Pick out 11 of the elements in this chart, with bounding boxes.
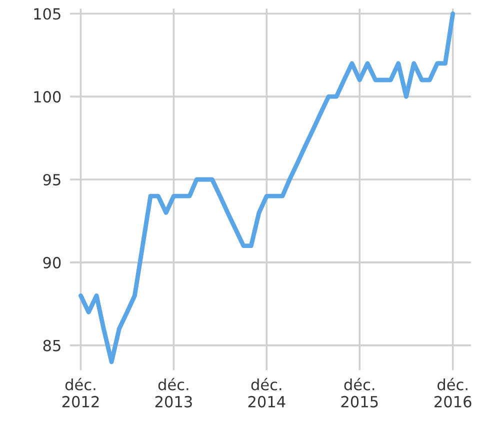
x-tick-label: déc. 2016 <box>434 378 472 408</box>
line-series <box>78 11 456 364</box>
y-tick-label: 85 <box>43 340 60 352</box>
x-tick-label: déc. 2013 <box>155 378 192 408</box>
y-tick-label: 95 <box>43 174 60 186</box>
y-tick-label: 100 <box>34 91 61 103</box>
x-tick-label: déc. 2015 <box>341 378 378 408</box>
y-tick-label: 105 <box>34 8 60 20</box>
y-tick-label: 90 <box>43 256 61 268</box>
x-tick-label: déc. 2014 <box>248 378 286 408</box>
x-tick-label: déc. 2012 <box>62 378 99 408</box>
